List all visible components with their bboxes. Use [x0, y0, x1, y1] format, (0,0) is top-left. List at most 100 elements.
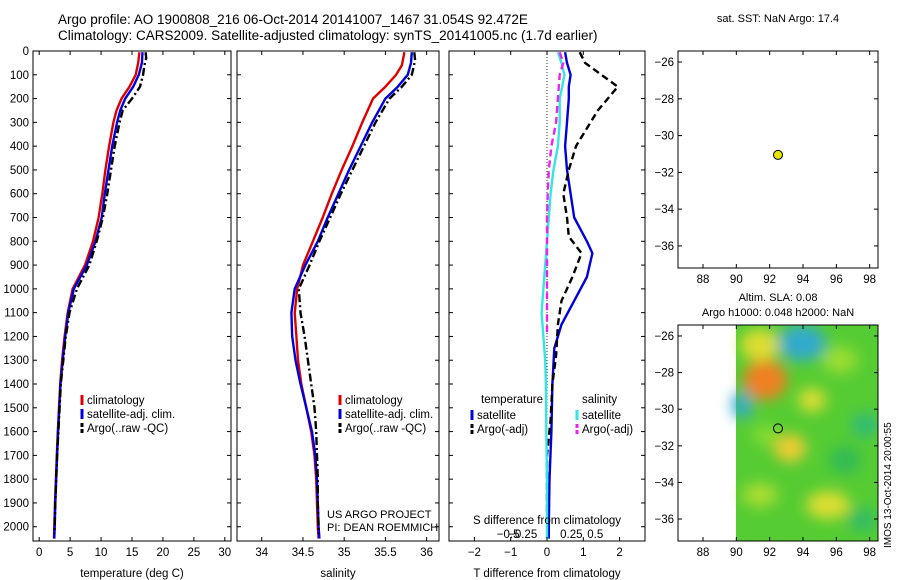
location-map-y-tick-label: −36	[654, 241, 674, 253]
sla-map-x-tick-label: 96	[830, 547, 843, 559]
sla-map-title-line2: Argo h1000: 0.048 h2000: NaN	[702, 307, 854, 319]
location-map-y-tick-label: −30	[654, 131, 674, 143]
temperature-series-satellite-line	[53, 52, 144, 539]
location-map-title: sat. SST: NaN Argo: 17.4	[717, 13, 839, 25]
difference-legend-header-salinity: salinity	[582, 394, 617, 406]
sla-map-title-line1: Altim. SLA: 0.08	[739, 292, 818, 304]
temperature-x-tick-label: 30	[218, 547, 231, 559]
sla-map-plot-frame	[677, 324, 879, 542]
depth-y-tick-label: 800	[10, 236, 29, 248]
location-map-x-tick-label: 88	[697, 274, 710, 286]
sla-map-x-tick-label: 88	[697, 547, 710, 559]
depth-y-tick-label: 1900	[3, 498, 29, 510]
location-map-x-tick-label: 98	[863, 274, 876, 286]
salinity-series-satellite-line	[290, 52, 413, 539]
depth-y-tick-label: 2000	[3, 522, 29, 534]
depth-y-tick-label: 1500	[3, 403, 29, 415]
location-map-y-tick-label: −26	[654, 57, 674, 69]
temperature-x-tick-label: 5	[67, 547, 73, 559]
salinity-plot-frame	[236, 50, 440, 542]
sla-heatmap	[732, 325, 878, 541]
difference-series-1-line	[545, 51, 619, 527]
depth-y-tick-label: 500	[10, 165, 29, 177]
depth-y-tick-label: 200	[10, 94, 29, 106]
difference-t-x-tick-label: 2	[616, 547, 622, 559]
figure-title-line2: Climatology: CARS2009. Satellite-adjuste…	[58, 28, 598, 43]
temperature-x-axis-label: temperature (deg C)	[80, 568, 184, 580]
temperature-legend-item-label: climatology	[87, 395, 145, 407]
depth-y-tick-label: 1200	[3, 331, 29, 343]
salinity-legend-item-label: Argo(..raw -QC)	[345, 423, 426, 435]
sla-map-y-tick-label: −30	[654, 404, 674, 416]
depth-y-tick-label: 1000	[3, 284, 29, 296]
salinity-x-tick-label: 34	[255, 547, 268, 559]
difference-legend-header-temperature: temperature	[481, 394, 543, 406]
temperature-x-tick-label: 15	[126, 547, 139, 559]
location-map-y-tick-label: −28	[654, 94, 674, 106]
depth-y-tick-label: 1400	[3, 379, 29, 391]
sla-map-y-tick-label: −36	[654, 514, 674, 526]
sla-map-x-tick-label: 90	[730, 547, 743, 559]
argo-position-marker-sla	[773, 423, 783, 434]
depth-y-tick-label: 900	[10, 260, 29, 272]
salinity-x-axis-label: salinity	[320, 568, 355, 580]
salinity-series-climatology-line	[293, 51, 406, 539]
depth-y-tick-label: 400	[10, 141, 29, 153]
argo-position-marker	[773, 149, 783, 160]
temperature-legend-item-label: Argo(..raw -QC)	[87, 423, 168, 435]
difference-t-x-tick-label: −2	[468, 547, 481, 559]
depth-y-tick-label: 1800	[3, 474, 29, 486]
difference-s-x-tick-label: −0.5	[497, 529, 520, 541]
temperature-series-argo-line	[53, 52, 148, 534]
salinity-series-argo-line	[297, 52, 417, 534]
temperature-series-climatology-line	[52, 52, 141, 539]
temperature-plot-frame	[32, 50, 232, 542]
difference-legend-item-label: Argo(-adj)	[582, 424, 633, 436]
difference-t-x-tick-label: −1	[504, 547, 517, 559]
sla-map-y-tick-label: −28	[654, 368, 674, 380]
difference-s-x-tick-label: 0.25	[560, 529, 582, 541]
sla-map-x-tick-label: 94	[797, 547, 810, 559]
salinity-x-tick-label: 36	[420, 547, 433, 559]
difference-s-x-tick-label: 0.5	[587, 529, 603, 541]
credit-line1: US ARGO PROJECT	[327, 509, 432, 521]
difference-t-x-tick-label: 1	[580, 547, 586, 559]
depth-y-tick-label: 1700	[3, 450, 29, 462]
depth-y-tick-label: 1300	[3, 355, 29, 367]
salinity-x-tick-label: 35	[338, 547, 351, 559]
sla-map-y-tick-label: −26	[654, 331, 674, 343]
location-map-x-tick-label: 94	[797, 274, 810, 286]
depth-y-tick-label: 1600	[3, 427, 29, 439]
salinity-x-tick-label: 35.5	[374, 547, 396, 559]
location-map-y-tick-label: −32	[654, 167, 674, 179]
difference-s-axis-label: S difference from climatology	[473, 515, 621, 527]
salinity-legend-item-label: climatology	[345, 395, 403, 407]
difference-series-2-line	[540, 51, 566, 539]
depth-y-tick-label: 600	[10, 189, 29, 201]
sla-map-x-tick-label: 92	[763, 547, 776, 559]
difference-legend-item-label: satellite	[582, 410, 621, 422]
sla-map-x-tick-label: 98	[863, 547, 876, 559]
depth-y-tick-label: 0	[23, 46, 29, 58]
difference-legend-item-label: Argo(-adj)	[477, 424, 528, 436]
difference-t-x-tick-label: 0	[544, 547, 550, 559]
temperature-x-tick-label: 25	[187, 547, 200, 559]
credit-line2: PI: DEAN ROEMMICH	[327, 522, 438, 534]
temperature-x-tick-label: 20	[157, 547, 170, 559]
difference-s-x-tick-label: −0.25	[508, 529, 537, 541]
location-map-x-tick-label: 96	[830, 274, 843, 286]
location-map-x-tick-label: 90	[730, 274, 743, 286]
sla-map-y-tick-label: −34	[654, 477, 674, 489]
depth-y-tick-label: 700	[10, 213, 29, 225]
difference-t-axis-label: T difference from climatology	[473, 568, 620, 580]
difference-series-0-line	[547, 51, 594, 539]
salinity-legend-item-label: satellite-adj. clim.	[345, 409, 433, 421]
salinity-x-tick-label: 34.5	[292, 547, 314, 559]
temperature-x-tick-label: 10	[95, 547, 108, 559]
sla-map-y-tick-label: −32	[654, 441, 674, 453]
temperature-x-tick-label: 0	[36, 547, 42, 559]
location-map-plot-frame	[677, 50, 879, 269]
difference-legend-item-label: satellite	[477, 410, 516, 422]
depth-y-tick-label: 1100	[4, 308, 29, 320]
